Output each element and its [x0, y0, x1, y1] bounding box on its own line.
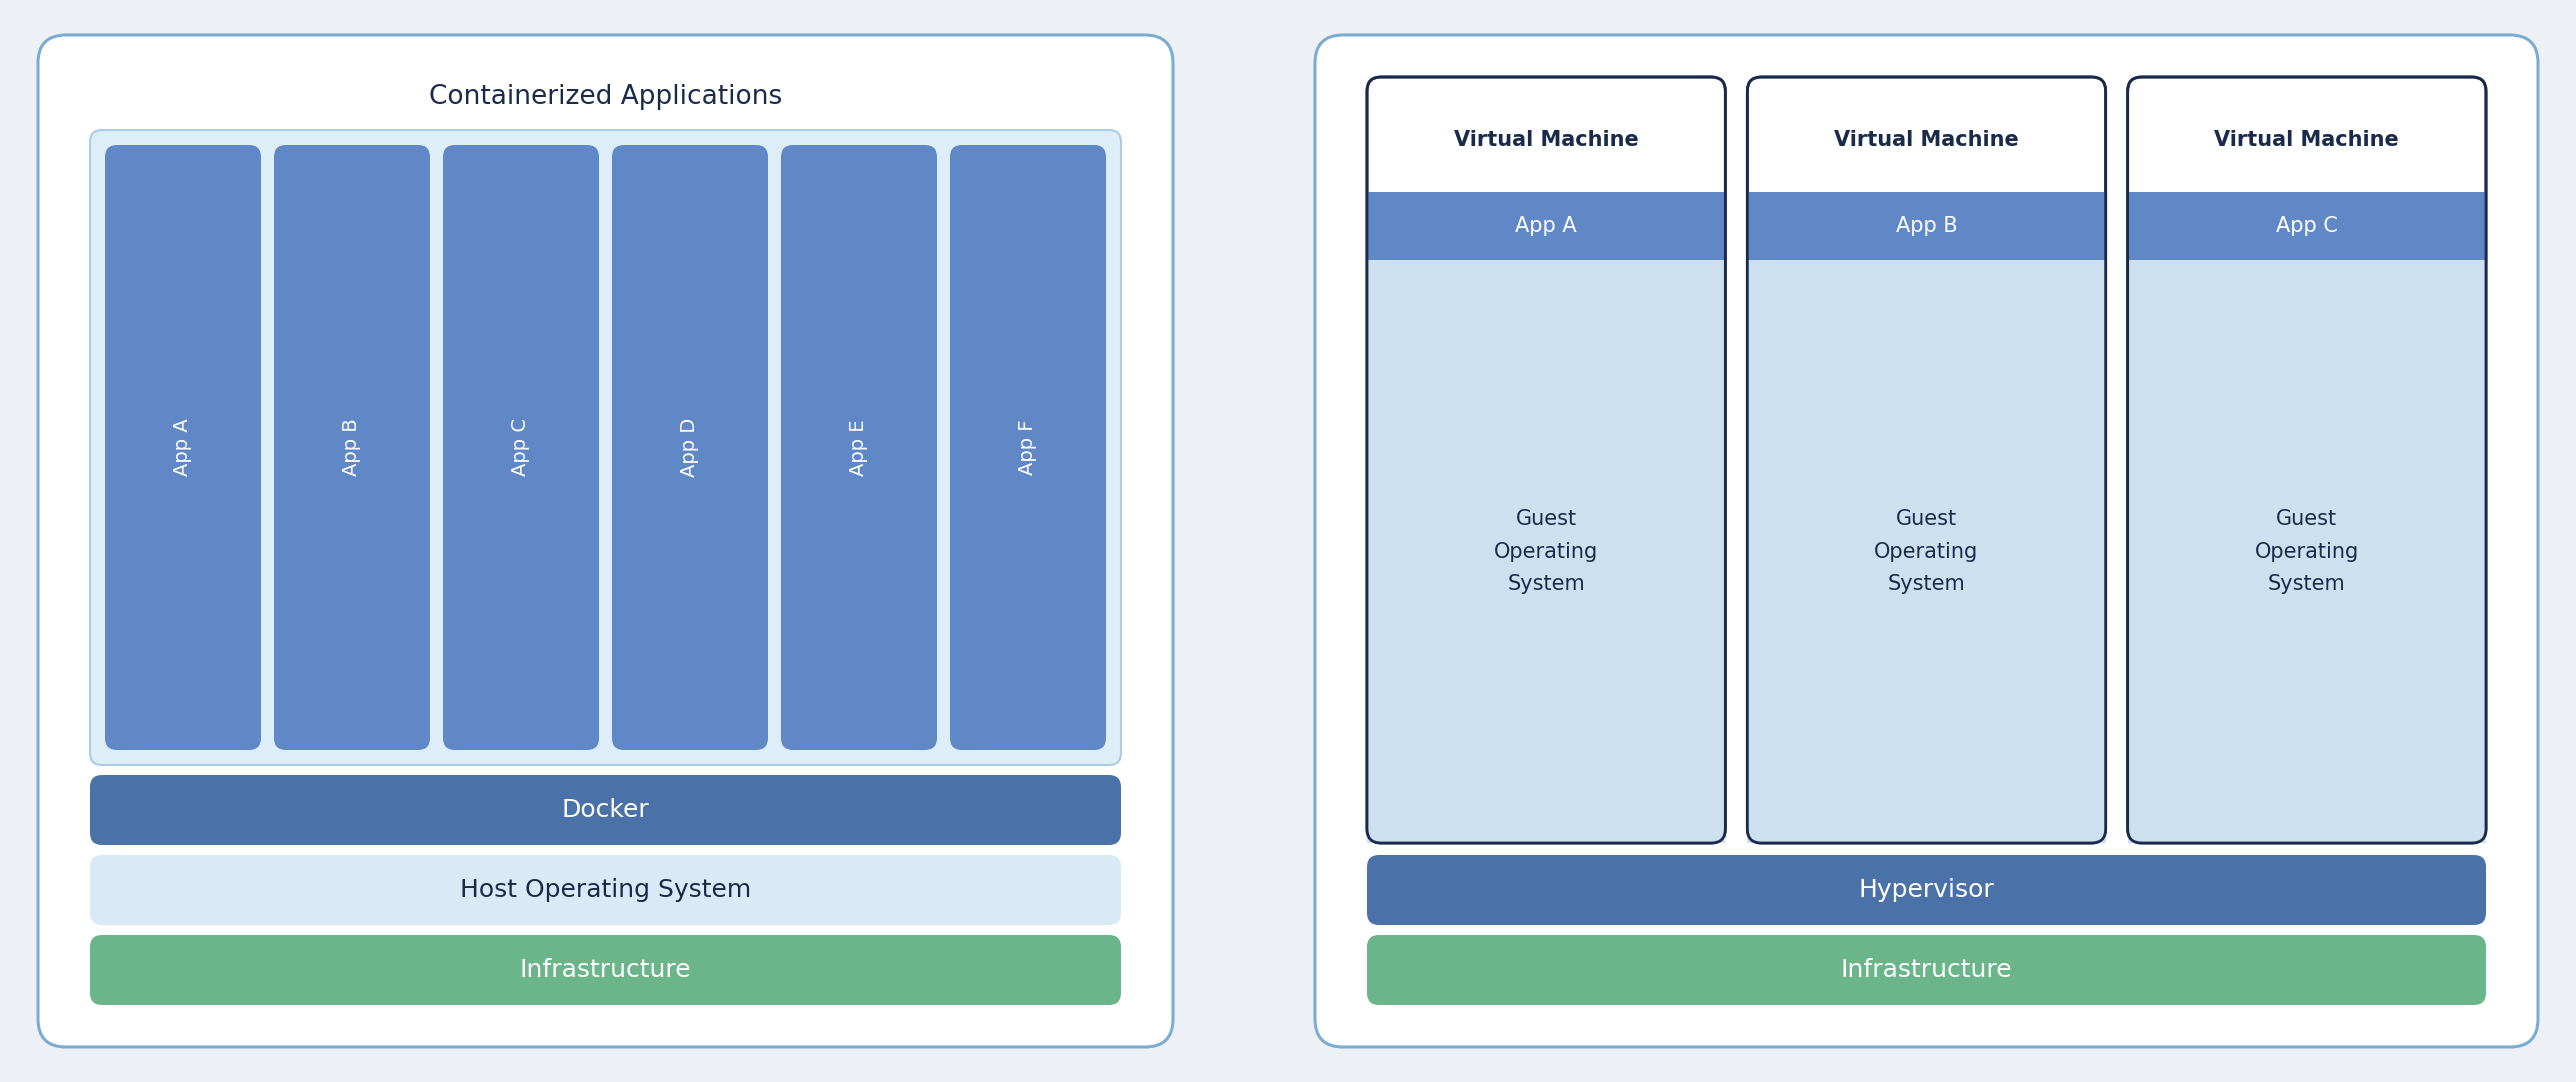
FancyBboxPatch shape	[1368, 855, 2486, 925]
Bar	[1747, 260, 2105, 843]
Text: Virtual Machine: Virtual Machine	[1453, 130, 1638, 149]
Text: Containerized Applications: Containerized Applications	[428, 84, 783, 110]
Text: Virtual Machine: Virtual Machine	[1834, 130, 2020, 149]
FancyBboxPatch shape	[781, 145, 938, 750]
Bar	[1747, 192, 2105, 260]
Text: App F: App F	[1018, 420, 1038, 475]
Text: App E: App E	[850, 419, 868, 476]
Text: Guest
Operating
System: Guest Operating System	[1494, 509, 1597, 594]
Text: Guest
Operating
System: Guest Operating System	[2254, 509, 2360, 594]
FancyBboxPatch shape	[273, 145, 430, 750]
Text: App A: App A	[1515, 216, 1577, 236]
FancyBboxPatch shape	[90, 775, 1121, 845]
FancyBboxPatch shape	[1368, 77, 1726, 843]
Bar	[2128, 260, 2486, 843]
FancyBboxPatch shape	[90, 130, 1121, 765]
Bar	[1368, 260, 1726, 843]
FancyBboxPatch shape	[951, 145, 1105, 750]
FancyBboxPatch shape	[1314, 35, 2537, 1047]
Text: Infrastructure: Infrastructure	[1842, 958, 2012, 982]
Text: Host Operating System: Host Operating System	[461, 878, 752, 902]
Text: Hypervisor: Hypervisor	[1860, 878, 1994, 902]
Text: App B: App B	[343, 419, 361, 476]
Text: Infrastructure: Infrastructure	[520, 958, 690, 982]
FancyBboxPatch shape	[90, 855, 1121, 925]
Text: App A: App A	[173, 419, 193, 476]
Text: App C: App C	[2275, 216, 2339, 236]
Text: Guest
Operating
System: Guest Operating System	[1875, 509, 1978, 594]
FancyBboxPatch shape	[1747, 77, 2105, 843]
FancyBboxPatch shape	[39, 35, 1172, 1047]
Text: Docker: Docker	[562, 799, 649, 822]
Text: App D: App D	[680, 418, 701, 477]
Bar	[2128, 192, 2486, 260]
Text: App C: App C	[513, 419, 531, 476]
Text: Virtual Machine: Virtual Machine	[2215, 130, 2398, 149]
FancyBboxPatch shape	[2128, 77, 2486, 843]
Text: App B: App B	[1896, 216, 1958, 236]
FancyBboxPatch shape	[613, 145, 768, 750]
FancyBboxPatch shape	[106, 145, 260, 750]
FancyBboxPatch shape	[90, 935, 1121, 1005]
Bar	[1368, 192, 1726, 260]
FancyBboxPatch shape	[1368, 935, 2486, 1005]
FancyBboxPatch shape	[443, 145, 600, 750]
